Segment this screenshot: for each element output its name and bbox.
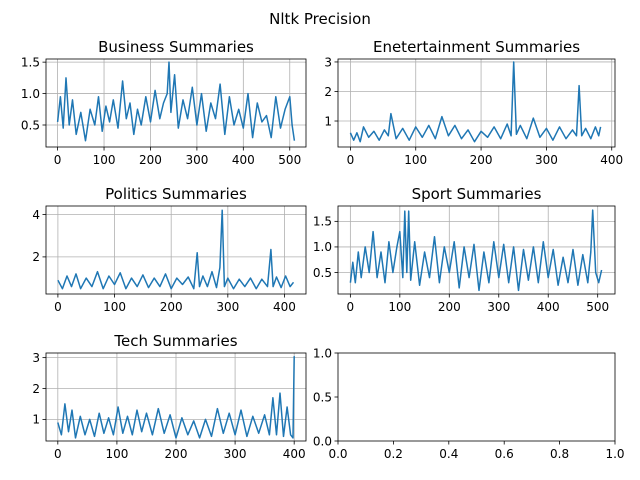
x-tick-label: 0	[54, 153, 62, 167]
x-tick-label: 400	[600, 153, 623, 167]
x-tick-label: 200	[139, 153, 162, 167]
subplot-title-politics: Politics Summaries	[105, 185, 247, 203]
x-tick-label: 200	[160, 300, 183, 314]
series-line-politics	[57, 209, 295, 290]
y-tick-label: 3	[32, 351, 40, 365]
axes-frame	[45, 58, 307, 148]
x-tick-label: 100	[93, 153, 116, 167]
subplot-title-sport: Sport Summaries	[412, 185, 542, 203]
subplot-title-entertainment: Enetertainment Summaries	[373, 38, 580, 56]
x-tick-label: 400	[273, 300, 296, 314]
x-tick-label: 300	[224, 447, 247, 461]
x-tick-label: 0	[347, 300, 355, 314]
series-line-business	[56, 61, 296, 142]
x-tick-label: 0.0	[328, 447, 347, 461]
y-tick-label: 1	[32, 413, 40, 427]
x-tick-label: 400	[232, 153, 255, 167]
x-tick-label: 300	[216, 300, 239, 314]
axes-frame	[337, 205, 616, 295]
y-tick-label: 3	[324, 55, 332, 69]
x-tick-label: 500	[586, 300, 609, 314]
y-tick-label: 0.5	[313, 266, 332, 280]
subplot-entertainment: 0 100 200 300 400 1 2 3 Enetertainment Summaries	[324, 38, 623, 167]
x-tick-label: 0.2	[384, 447, 403, 461]
x-tick-label: 500	[278, 153, 301, 167]
subplot-empty: 0.0 0.2 0.4 0.6 0.8 1.0 0.0 0.5 1.0	[313, 346, 625, 461]
x-tick-label: 0.4	[439, 447, 458, 461]
y-tick-label: 1.0	[313, 240, 332, 254]
y-tick-label: 1.5	[21, 55, 40, 69]
x-tick-label: 300	[185, 153, 208, 167]
y-tick-label: 2	[32, 382, 40, 396]
y-tick-label: 0.5	[21, 118, 40, 132]
axes-frame	[337, 58, 616, 148]
x-tick-label: 200	[438, 300, 461, 314]
x-tick-label: 0	[54, 300, 62, 314]
x-tick-label: 200	[165, 447, 188, 461]
subplot-sport: 0 100 200 300 400 500 0.5 1.0 1.5 Sport Summaries	[313, 185, 616, 314]
x-tick-label: 1.0	[605, 447, 624, 461]
y-tick-label: 1	[324, 114, 332, 128]
y-tick-label: 2	[32, 250, 40, 264]
y-tick-label: 0.0	[313, 434, 332, 448]
x-tick-label: 0.8	[550, 447, 569, 461]
y-tick-label: 1.0	[313, 346, 332, 360]
figure-title: Nltk Precision	[269, 10, 371, 28]
y-tick-label: 0.5	[313, 390, 332, 404]
x-tick-label: 300	[535, 153, 558, 167]
subplot-title-business: Business Summaries	[98, 38, 254, 56]
x-tick-label: 100	[105, 447, 128, 461]
axes-frame	[45, 205, 307, 295]
x-tick-label: 400	[537, 300, 560, 314]
x-tick-label: 0	[54, 447, 62, 461]
x-tick-label: 200	[470, 153, 493, 167]
subplot-title-tech: Tech Summaries	[113, 332, 237, 350]
y-tick-label: 1.5	[313, 215, 332, 229]
series-line-tech	[57, 356, 295, 439]
y-tick-label: 1.0	[21, 87, 40, 101]
x-tick-label: 400	[283, 447, 306, 461]
x-tick-label: 100	[404, 153, 427, 167]
series-line-sport	[349, 209, 603, 292]
subplot-tech: 0 100 200 300 400 1 2 3 Tech Summaries	[32, 332, 307, 461]
x-tick-label: 100	[388, 300, 411, 314]
series-line-entertainment	[349, 61, 602, 143]
x-tick-label: 100	[103, 300, 126, 314]
subplot-politics: 0 100 200 300 400 2 4 Politics Summaries	[32, 185, 307, 314]
x-tick-label: 0	[347, 153, 355, 167]
subplot-business: 0 100 200 300 400 500 0.5 1.0 1.5 Business Summar…	[21, 38, 307, 167]
x-tick-label: 300	[487, 300, 510, 314]
x-tick-label: 0.6	[495, 447, 514, 461]
y-tick-label: 2	[324, 85, 332, 99]
y-tick-label: 4	[32, 208, 40, 222]
